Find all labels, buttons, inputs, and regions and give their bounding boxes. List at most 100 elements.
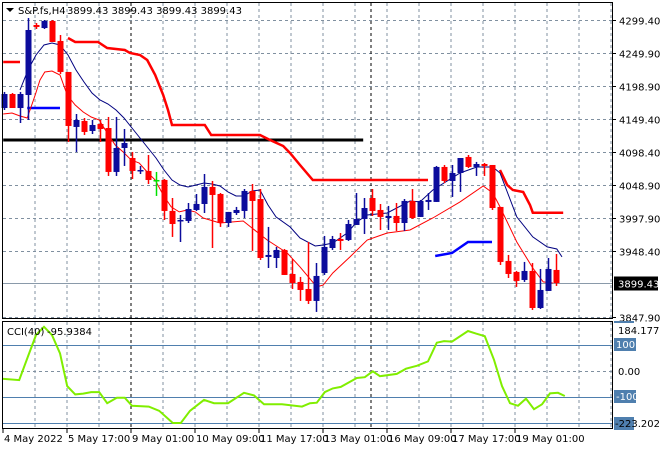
cci-max-marker	[614, 321, 634, 323]
cci-lower-box	[614, 390, 636, 403]
symbol-label: S&P.fs,H4	[18, 6, 66, 17]
candle-body	[249, 190, 256, 201]
candle	[401, 198, 408, 231]
candle-body	[81, 120, 88, 132]
price-tick-label: 4098.40	[619, 149, 660, 160]
candle-body	[217, 193, 224, 223]
candle	[161, 178, 168, 220]
grid	[3, 3, 612, 428]
candle	[145, 154, 152, 184]
candle	[505, 254, 512, 278]
candle-body	[225, 211, 232, 223]
cci-value: -95.9384	[47, 327, 92, 338]
price-pane-border	[2, 2, 613, 319]
candle	[73, 114, 80, 152]
candle	[417, 199, 424, 217]
red-trailing-line	[498, 169, 564, 214]
ohlc-readout: 3899.43 3899.43 3899.43 3899.43	[67, 6, 242, 17]
candle-body	[273, 249, 280, 258]
candle-body	[25, 29, 32, 95]
candle-body	[49, 20, 56, 42]
candle	[449, 164, 456, 197]
candle	[17, 91, 24, 124]
candle	[473, 161, 480, 176]
cci-line	[1, 325, 566, 424]
candle	[433, 165, 440, 202]
candle	[489, 164, 496, 210]
candle-body	[545, 268, 552, 291]
candle-body	[121, 143, 128, 149]
candle-body	[201, 186, 208, 204]
candle	[457, 158, 464, 192]
candle-body	[145, 170, 152, 180]
candle	[41, 20, 48, 30]
candle-body	[161, 179, 168, 211]
time-tick-label: 17 May 17:00	[452, 434, 521, 445]
candle-body	[393, 215, 400, 223]
candle	[105, 116, 112, 176]
candle-body	[457, 158, 464, 174]
candle	[49, 20, 56, 42]
candle-body	[449, 173, 456, 181]
candle-body	[497, 206, 504, 262]
blue-trailing-line	[434, 240, 492, 258]
candle-body	[177, 219, 184, 222]
candle-body	[209, 186, 216, 195]
candle	[305, 242, 312, 304]
candle	[225, 211, 232, 227]
candle	[265, 226, 272, 268]
candle-body	[17, 94, 24, 109]
candle	[329, 235, 336, 250]
candle-body	[481, 163, 488, 166]
candle	[513, 270, 520, 287]
candle-body	[305, 288, 312, 301]
chart-header: S&P.fs,H4 3899.43 3899.43 3899.43 3899.4…	[6, 6, 242, 17]
price-tick-label: 4249.90	[619, 50, 660, 61]
candle	[353, 193, 360, 225]
candle-body	[473, 163, 480, 167]
candle-body	[41, 20, 48, 29]
cci-max-label: 184.1779	[618, 326, 660, 337]
price-tick-label: 4149.40	[619, 116, 660, 127]
candle-body	[9, 94, 16, 109]
candle-body	[137, 169, 144, 172]
candle-body	[113, 148, 120, 172]
candle-body	[505, 260, 512, 274]
candle-body	[105, 128, 112, 172]
candle	[313, 262, 320, 312]
price-tick-label: 4299.40	[619, 17, 660, 28]
candle-body	[385, 215, 392, 218]
candle	[9, 93, 16, 109]
candle	[545, 257, 552, 291]
candle-body	[465, 156, 472, 167]
candle	[481, 163, 488, 176]
cci-lower-label: -100	[616, 392, 639, 403]
red-trailing-line	[67, 36, 428, 182]
candle-body	[401, 200, 408, 223]
current-price-box	[614, 276, 658, 291]
candle	[201, 173, 208, 214]
candle-body	[97, 123, 104, 129]
candle-body	[529, 270, 536, 308]
candle	[321, 235, 328, 275]
cci-header: CCI(40) -95.9384	[7, 327, 92, 338]
candle-body	[129, 158, 136, 171]
time-tick-label: 11 May 17:00	[260, 434, 329, 445]
candle	[289, 258, 296, 289]
candle-body	[513, 271, 520, 281]
candle-body	[313, 275, 320, 301]
candle-body	[73, 119, 80, 127]
price-pane[interactable]	[1, 18, 564, 312]
candle	[361, 198, 368, 234]
candle-body	[257, 198, 264, 258]
candle	[25, 18, 32, 120]
collapse-triangle-icon[interactable]	[6, 8, 14, 12]
candle	[177, 214, 184, 243]
candle	[337, 232, 344, 250]
cci-pane[interactable]	[1, 325, 612, 424]
candle	[113, 116, 120, 176]
candle	[297, 276, 304, 301]
candle-body	[353, 218, 360, 225]
candle	[409, 188, 416, 219]
